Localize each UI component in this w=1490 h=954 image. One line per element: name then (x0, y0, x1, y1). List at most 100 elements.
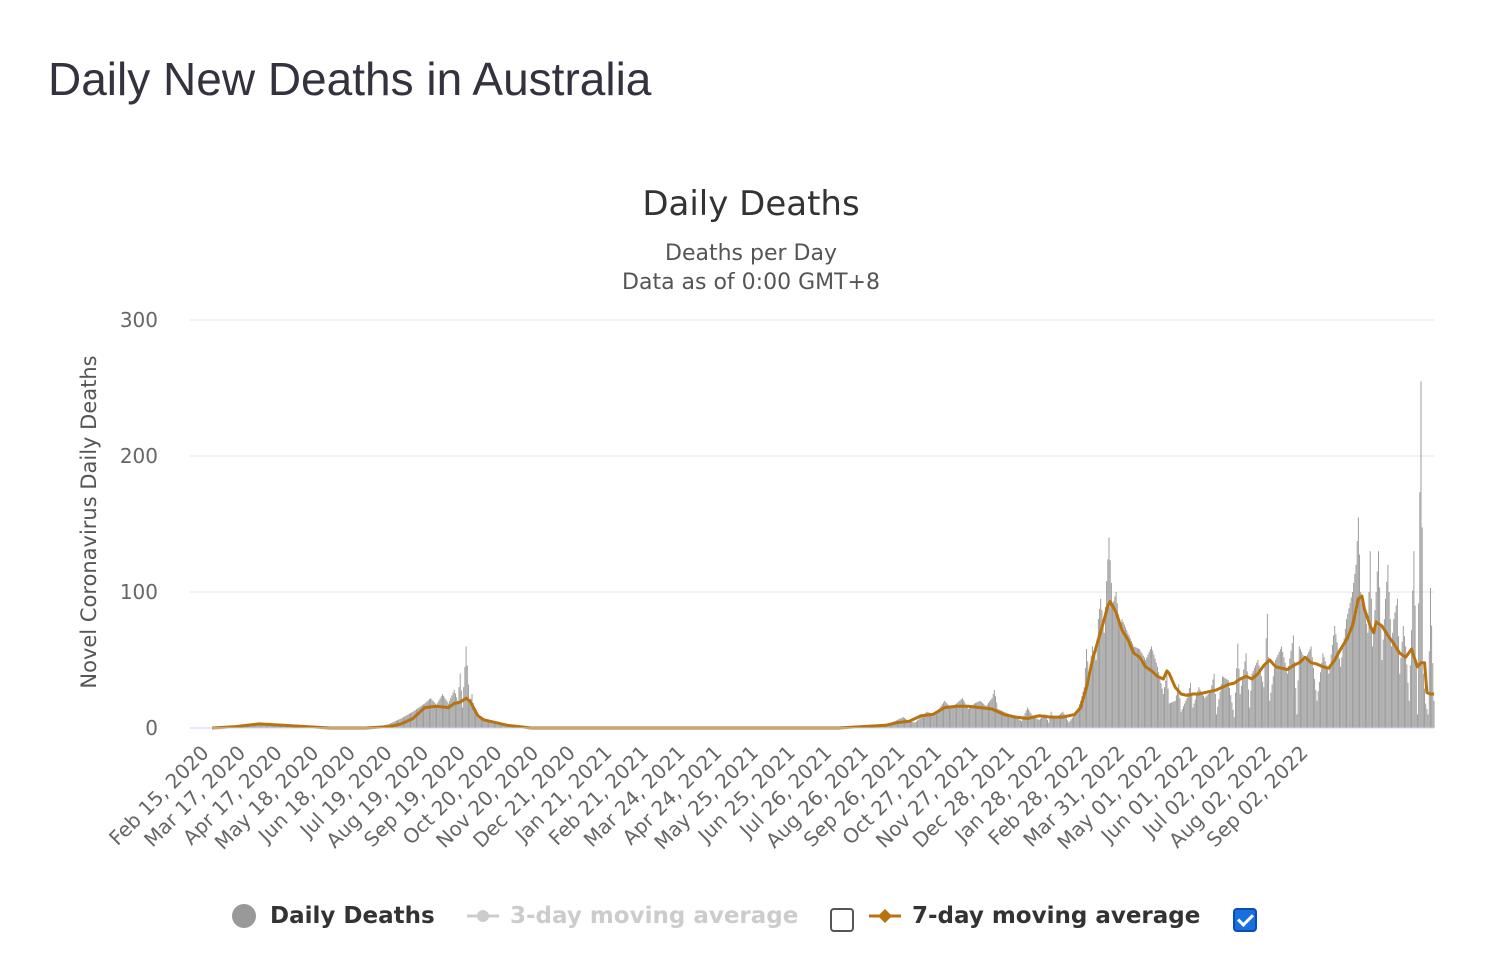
bar[interactable] (956, 703, 958, 728)
bar[interactable] (419, 706, 421, 728)
bar[interactable] (1019, 720, 1021, 728)
bar[interactable] (1379, 587, 1381, 728)
bar[interactable] (1364, 614, 1366, 728)
bar[interactable] (1145, 660, 1147, 728)
bar[interactable] (1327, 669, 1329, 728)
bar[interactable] (1081, 696, 1083, 728)
bar[interactable] (434, 703, 436, 728)
bar[interactable] (1070, 719, 1072, 728)
bar[interactable] (1429, 587, 1431, 728)
bar[interactable] (1096, 639, 1098, 728)
bar[interactable] (492, 722, 494, 728)
bar[interactable] (465, 646, 467, 728)
bar[interactable] (1383, 619, 1385, 728)
bar[interactable] (1361, 596, 1363, 728)
bar[interactable] (1012, 716, 1014, 728)
bar[interactable] (1149, 649, 1151, 728)
bar[interactable] (1205, 696, 1207, 728)
bar[interactable] (1242, 677, 1244, 728)
bar[interactable] (1234, 692, 1236, 728)
bar[interactable] (1333, 635, 1335, 728)
bar[interactable] (1097, 619, 1099, 728)
bar[interactable] (1357, 517, 1359, 728)
bar[interactable] (439, 698, 441, 728)
bar[interactable] (940, 705, 942, 728)
bar[interactable] (1321, 662, 1323, 728)
bar[interactable] (1194, 699, 1196, 728)
bar[interactable] (948, 706, 950, 728)
bar[interactable] (447, 703, 449, 728)
bar[interactable] (1182, 706, 1184, 728)
bar[interactable] (932, 714, 934, 728)
bar[interactable] (1308, 651, 1310, 728)
bar[interactable] (976, 702, 978, 728)
bar[interactable] (1172, 701, 1174, 728)
bar[interactable] (1048, 722, 1050, 728)
bar[interactable] (1077, 707, 1079, 728)
bar[interactable] (1268, 657, 1270, 728)
bar[interactable] (496, 724, 498, 728)
bar[interactable] (1367, 632, 1369, 728)
bar[interactable] (1245, 653, 1247, 728)
bar[interactable] (1160, 683, 1162, 728)
bar[interactable] (945, 702, 947, 728)
daily-deaths-bars[interactable] (215, 381, 1435, 729)
bar[interactable] (1123, 624, 1125, 728)
bar[interactable] (1139, 649, 1141, 728)
bar[interactable] (1392, 632, 1394, 728)
bar[interactable] (1318, 681, 1320, 728)
bar[interactable] (1119, 626, 1121, 728)
bar[interactable] (1148, 651, 1150, 728)
bar[interactable] (919, 718, 921, 728)
bar[interactable] (1080, 700, 1082, 728)
bar[interactable] (1000, 710, 1002, 728)
bar[interactable] (472, 702, 474, 728)
bar[interactable] (506, 726, 508, 728)
bar[interactable] (1093, 650, 1095, 728)
bar[interactable] (1338, 658, 1340, 728)
bar[interactable] (982, 702, 984, 728)
bar[interactable] (426, 701, 428, 728)
bar[interactable] (1325, 665, 1327, 728)
bar[interactable] (1229, 687, 1231, 728)
bar[interactable] (1031, 715, 1033, 728)
bar[interactable] (1067, 720, 1069, 728)
bar[interactable] (935, 711, 937, 728)
bar[interactable] (1291, 643, 1293, 728)
bar[interactable] (1154, 658, 1156, 728)
bar[interactable] (1057, 716, 1059, 728)
bar[interactable] (418, 707, 420, 728)
bar[interactable] (1240, 685, 1242, 728)
bar[interactable] (1128, 635, 1130, 728)
bar[interactable] (913, 722, 915, 728)
bar[interactable] (1130, 640, 1132, 728)
bar[interactable] (1329, 664, 1331, 728)
bar[interactable] (952, 705, 954, 728)
bar[interactable] (1258, 665, 1260, 728)
bar[interactable] (1037, 719, 1039, 728)
bar[interactable] (1018, 719, 1020, 728)
bar[interactable] (1348, 608, 1350, 728)
bar[interactable] (1330, 654, 1332, 728)
bar[interactable] (922, 714, 924, 728)
bar[interactable] (1212, 679, 1214, 728)
bar[interactable] (1381, 660, 1383, 728)
bar[interactable] (1295, 688, 1297, 728)
bar[interactable] (413, 710, 415, 728)
bar[interactable] (1103, 632, 1105, 728)
bar[interactable] (971, 705, 973, 728)
bar[interactable] (504, 726, 506, 728)
legend-7day-average[interactable]: 7-day moving average (868, 896, 1200, 936)
bar[interactable] (1214, 694, 1216, 728)
bar[interactable] (1393, 619, 1395, 728)
bar[interactable] (1351, 592, 1353, 728)
bar[interactable] (1428, 651, 1430, 728)
bar[interactable] (1036, 718, 1038, 728)
bar[interactable] (1388, 592, 1390, 728)
bar[interactable] (1263, 687, 1265, 728)
bar[interactable] (1257, 660, 1259, 728)
bar[interactable] (1426, 708, 1428, 728)
bar[interactable] (1401, 641, 1403, 728)
bar[interactable] (509, 726, 511, 728)
bar[interactable] (1218, 699, 1220, 728)
